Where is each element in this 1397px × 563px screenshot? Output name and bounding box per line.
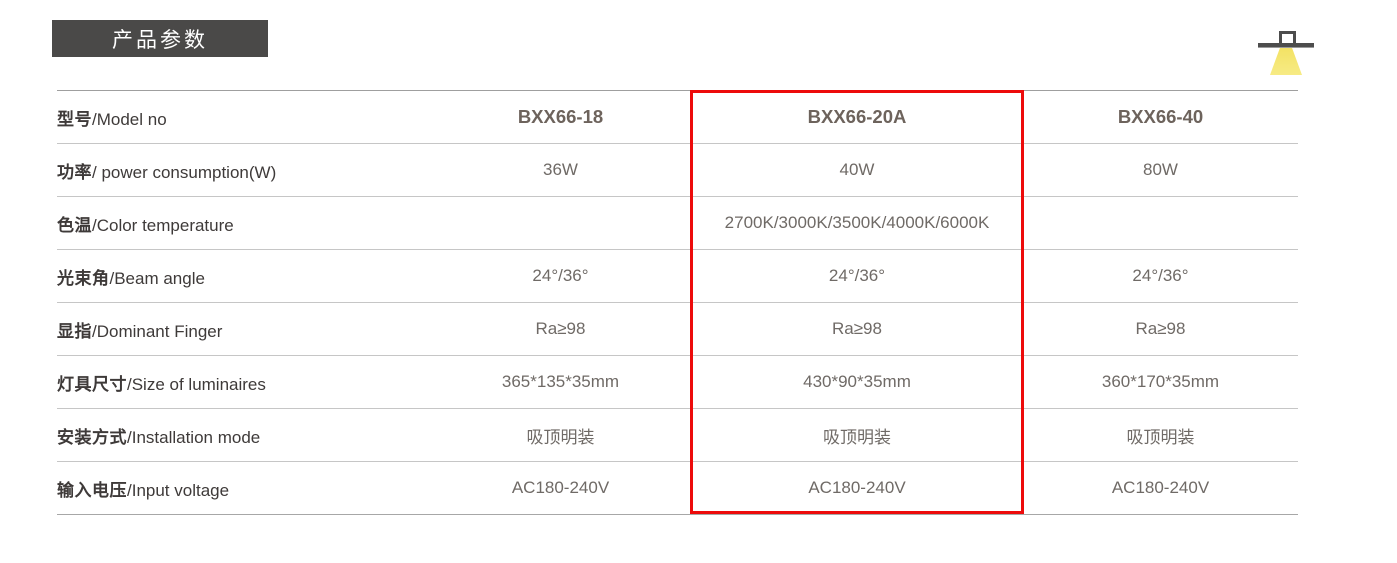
table-row: 型号/Model no BXX66-18 BXX66-20A BXX66-40 [57,90,1298,144]
spec-value-col2: 430*90*35mm [691,355,1023,409]
spec-value-col1: Ra≥98 [430,302,691,356]
table-row: 光束角/Beam angle 24°/36° 24°/36° 24°/36° [57,249,1298,303]
row-label-zh: 型号 [57,109,92,129]
row-label-en: /Installation mode [127,427,261,447]
light-beam-shape [1270,48,1302,75]
spec-value-col2: 2700K/3000K/3500K/4000K/6000K [691,196,1023,250]
spec-value-col2: 24°/36° [691,249,1023,303]
spec-table-body: 型号/Model no BXX66-18 BXX66-20A BXX66-40 … [57,90,1298,515]
table-row: 安装方式/Installation mode 吸顶明装 吸顶明装 吸顶明装 [57,408,1298,462]
row-label-zh: 灯具尺寸 [57,374,127,394]
spec-value-col1: AC180-240V [430,461,691,515]
spec-value-col1: 吸顶明装 [430,408,691,462]
spec-value-col1: 24°/36° [430,249,691,303]
row-label-en: /Model no [92,109,167,129]
spec-table: 型号/Model no BXX66-18 BXX66-20A BXX66-40 … [57,90,1298,515]
row-label-zh: 功率 [57,162,92,182]
row-label: 功率/ power consumption(W) [57,143,430,197]
row-label: 光束角/Beam angle [57,249,430,303]
row-label: 型号/Model no [57,90,430,144]
spec-value-col3: BXX66-40 [1023,90,1298,144]
row-label: 色温/Color temperature [57,196,430,250]
row-label-en: /Dominant Finger [92,321,223,341]
spec-value-col3: 80W [1023,143,1298,197]
spec-value-col2: Ra≥98 [691,302,1023,356]
spec-value-col2: BXX66-20A [691,90,1023,144]
row-label-zh: 色温 [57,215,92,235]
spec-value-col1: 36W [430,143,691,197]
table-row: 输入电压/Input voltage AC180-240V AC180-240V… [57,461,1298,515]
spec-value-col2: 40W [691,143,1023,197]
row-label-zh: 输入电压 [57,480,127,500]
row-label: 输入电压/Input voltage [57,461,430,515]
row-label-en: /Input voltage [127,480,230,500]
ceiling-bar-shape [1258,43,1314,48]
table-row: 功率/ power consumption(W) 36W 40W 80W [57,143,1298,197]
spec-value-col3: Ra≥98 [1023,302,1298,356]
row-label: 灯具尺寸/Size of luminaires [57,355,430,409]
row-label: 安装方式/Installation mode [57,408,430,462]
row-label-en: /Beam angle [109,268,205,288]
row-label-zh: 显指 [57,321,92,341]
table-row: 色温/Color temperature 2700K/3000K/3500K/4… [57,196,1298,250]
row-label-en: /Size of luminaires [127,374,266,394]
ceiling-light-icon [1258,31,1314,76]
spec-value-col3: 360*170*35mm [1023,355,1298,409]
section-title-badge: 产品参数 [52,20,268,57]
spec-value-col3: 吸顶明装 [1023,408,1298,462]
spec-value-col1 [430,196,691,250]
row-label-zh: 安装方式 [57,427,127,447]
spec-value-col1: 365*135*35mm [430,355,691,409]
spec-value-col2: AC180-240V [691,461,1023,515]
row-label-en: /Color temperature [92,215,234,235]
spec-value-col3 [1023,196,1298,250]
spec-value-col3: AC180-240V [1023,461,1298,515]
row-label-en: / power consumption(W) [92,162,277,182]
table-row: 灯具尺寸/Size of luminaires 365*135*35mm 430… [57,355,1298,409]
row-label: 显指/Dominant Finger [57,302,430,356]
row-label-zh: 光束角 [57,268,110,288]
spec-value-col2: 吸顶明装 [691,408,1023,462]
table-row: 显指/Dominant Finger Ra≥98 Ra≥98 Ra≥98 [57,302,1298,356]
spec-value-col3: 24°/36° [1023,249,1298,303]
spec-value-col1: BXX66-18 [430,90,691,144]
